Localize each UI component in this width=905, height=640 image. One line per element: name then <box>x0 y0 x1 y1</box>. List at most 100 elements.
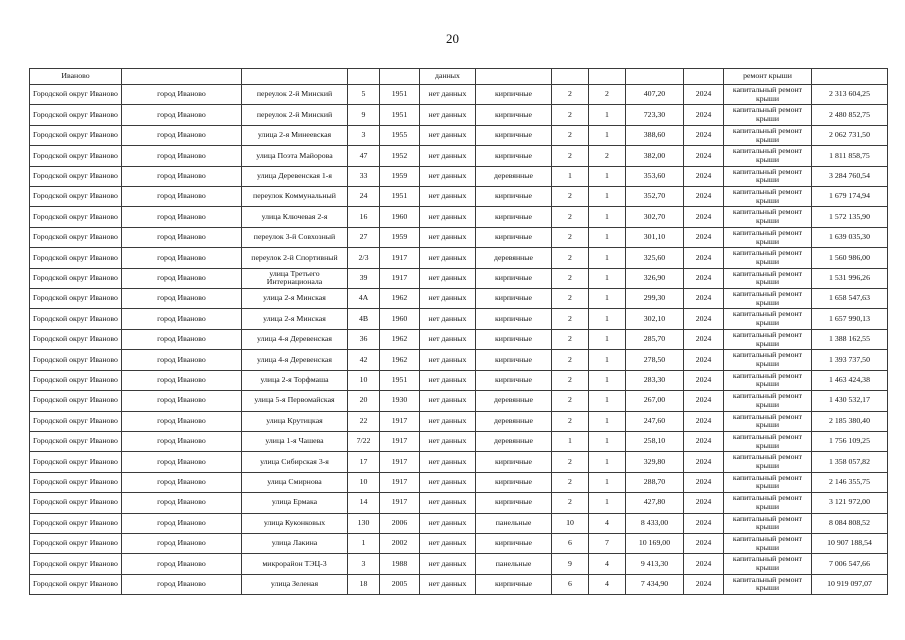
cell-repair-type: капитальный ремонт крыши <box>723 328 812 351</box>
cell-street: микрорайон ТЭЦ-3 <box>241 553 348 575</box>
cell-house: 42 <box>347 349 380 371</box>
cell-walls: кирпичные <box>475 308 552 330</box>
cell-floors: 2 <box>551 369 589 392</box>
cell-house: 24 <box>347 186 380 208</box>
cell-repair-year: 2024 <box>683 573 724 596</box>
cell-area: 352,70 <box>625 186 684 208</box>
cell-year-built: 1917 <box>379 247 420 269</box>
cell-floors: 2 <box>551 104 589 126</box>
table-row: Городской округ Иваново город Иваново улиц… <box>29 206 888 228</box>
cell-house: 17 <box>347 451 380 473</box>
cell-walls: кирпичные <box>475 471 552 494</box>
cell-district: Городской округ Иваново <box>29 288 122 310</box>
cell-district: Городской округ Иваново <box>29 186 122 208</box>
cell-cost: 1 430 532,17 <box>811 390 888 412</box>
cell-street: улица 5-я Первомайская <box>241 390 348 412</box>
cell-area: 283,30 <box>625 369 684 392</box>
cell-entrances: 1 <box>588 410 626 432</box>
cell-district: Городской округ Иваново <box>29 471 122 494</box>
cell-house: 14 <box>347 492 380 514</box>
cell-area: 326,90 <box>625 267 684 290</box>
table-row-continuation: Иваново данных ремонт крыши <box>29 68 888 85</box>
cell-repair-type: капитальный ремонт крыши <box>723 288 812 310</box>
cell-street: улица Ермака <box>241 492 348 514</box>
cell-repair-year: 2024 <box>683 104 724 126</box>
cell-cost: 1 393 737,50 <box>811 349 888 371</box>
cell-area: 267,00 <box>625 390 684 412</box>
cell-district: Городской округ Иваново <box>29 349 122 371</box>
cell-no-data: нет данных <box>419 532 476 555</box>
cell-year-built <box>379 68 420 85</box>
cell-repair-type: капитальный ремонт крыши <box>723 349 812 371</box>
cell-city: город Иваново <box>121 124 242 147</box>
cell-area: 325,60 <box>625 247 684 269</box>
cell-repair-year: 2024 <box>683 165 724 188</box>
table-row: Городской округ Иваново город Иваново улиц… <box>29 124 888 147</box>
cell-entrances: 1 <box>588 206 626 228</box>
cell-floors: 2 <box>551 349 589 371</box>
cell-city: город Иваново <box>121 145 242 167</box>
table-row: Городской округ Иваново город Иваново улиц… <box>29 369 888 392</box>
cell-city: город Иваново <box>121 573 242 596</box>
cell-repair-type: капитальный ремонт крыши <box>723 308 812 330</box>
cell-repair-type: ремонт крыши <box>723 68 812 85</box>
table-row: Городской округ Иваново город Иваново улиц… <box>29 267 888 290</box>
cell-walls: кирпичные <box>475 492 552 514</box>
cell-city: город Иваново <box>121 267 242 290</box>
cell-house: 130 <box>347 512 380 534</box>
cell-cost: 7 006 547,66 <box>811 553 888 575</box>
cell-entrances: 1 <box>588 104 626 126</box>
cell-walls: деревянные <box>475 247 552 269</box>
cell-year-built: 2006 <box>379 512 420 534</box>
cell-year-built: 1960 <box>379 206 420 228</box>
cell-entrances: 1 <box>588 165 626 188</box>
cell-district: Городской округ Иваново <box>29 267 122 290</box>
cell-entrances: 1 <box>588 451 626 473</box>
cell-house: 4В <box>347 308 380 330</box>
cell-area: 388,60 <box>625 124 684 147</box>
cell-repair-type: капитальный ремонт крыши <box>723 186 812 208</box>
table-row: Городской округ Иваново город Иваново улиц… <box>29 308 888 330</box>
cell-repair-year: 2024 <box>683 492 724 514</box>
cell-repair-year: 2024 <box>683 553 724 575</box>
cell-area: 8 433,00 <box>625 512 684 534</box>
cell-street: улица 4-я Деревенская <box>241 328 348 351</box>
cell-entrances: 1 <box>588 349 626 371</box>
cell-year-built: 1951 <box>379 186 420 208</box>
cell-repair-year: 2024 <box>683 471 724 494</box>
cell-no-data: нет данных <box>419 288 476 310</box>
cell-area <box>625 68 684 85</box>
cell-repair-type: капитальный ремонт крыши <box>723 451 812 473</box>
cell-year-built: 1960 <box>379 308 420 330</box>
cell-year-built: 1962 <box>379 288 420 310</box>
cell-floors <box>551 68 589 85</box>
cell-street: улица 2-я Торфмаша <box>241 369 348 392</box>
cell-entrances: 1 <box>588 124 626 147</box>
cell-repair-type: капитальный ремонт крыши <box>723 410 812 432</box>
cell-walls: кирпичные <box>475 573 552 596</box>
cell-district: Городской округ Иваново <box>29 124 122 147</box>
cell-cost: 3 121 972,00 <box>811 492 888 514</box>
cell-district: Городской округ Иваново <box>29 512 122 534</box>
cell-repair-year: 2024 <box>683 308 724 330</box>
cell-no-data: данных <box>419 68 476 85</box>
cell-repair-type: капитальный ремонт крыши <box>723 553 812 575</box>
cell-house: 47 <box>347 145 380 167</box>
cell-repair-year: 2024 <box>683 145 724 167</box>
cell-city: город Иваново <box>121 308 242 330</box>
cell-city: город Иваново <box>121 553 242 575</box>
cell-no-data: нет данных <box>419 512 476 534</box>
cell-walls <box>475 68 552 85</box>
cell-repair-year: 2024 <box>683 328 724 351</box>
cell-cost: 1 756 109,25 <box>811 430 888 453</box>
cell-entrances: 7 <box>588 532 626 555</box>
cell-walls: деревянные <box>475 390 552 412</box>
table-row: Городской округ Иваново город Иваново улиц… <box>29 430 888 453</box>
cell-floors: 9 <box>551 553 589 575</box>
cell-city: город Иваново <box>121 247 242 269</box>
cell-street: переулок 2-й Минский <box>241 104 348 126</box>
cell-area: 407,20 <box>625 83 684 106</box>
cell-floors: 6 <box>551 573 589 596</box>
cell-city: город Иваново <box>121 369 242 392</box>
